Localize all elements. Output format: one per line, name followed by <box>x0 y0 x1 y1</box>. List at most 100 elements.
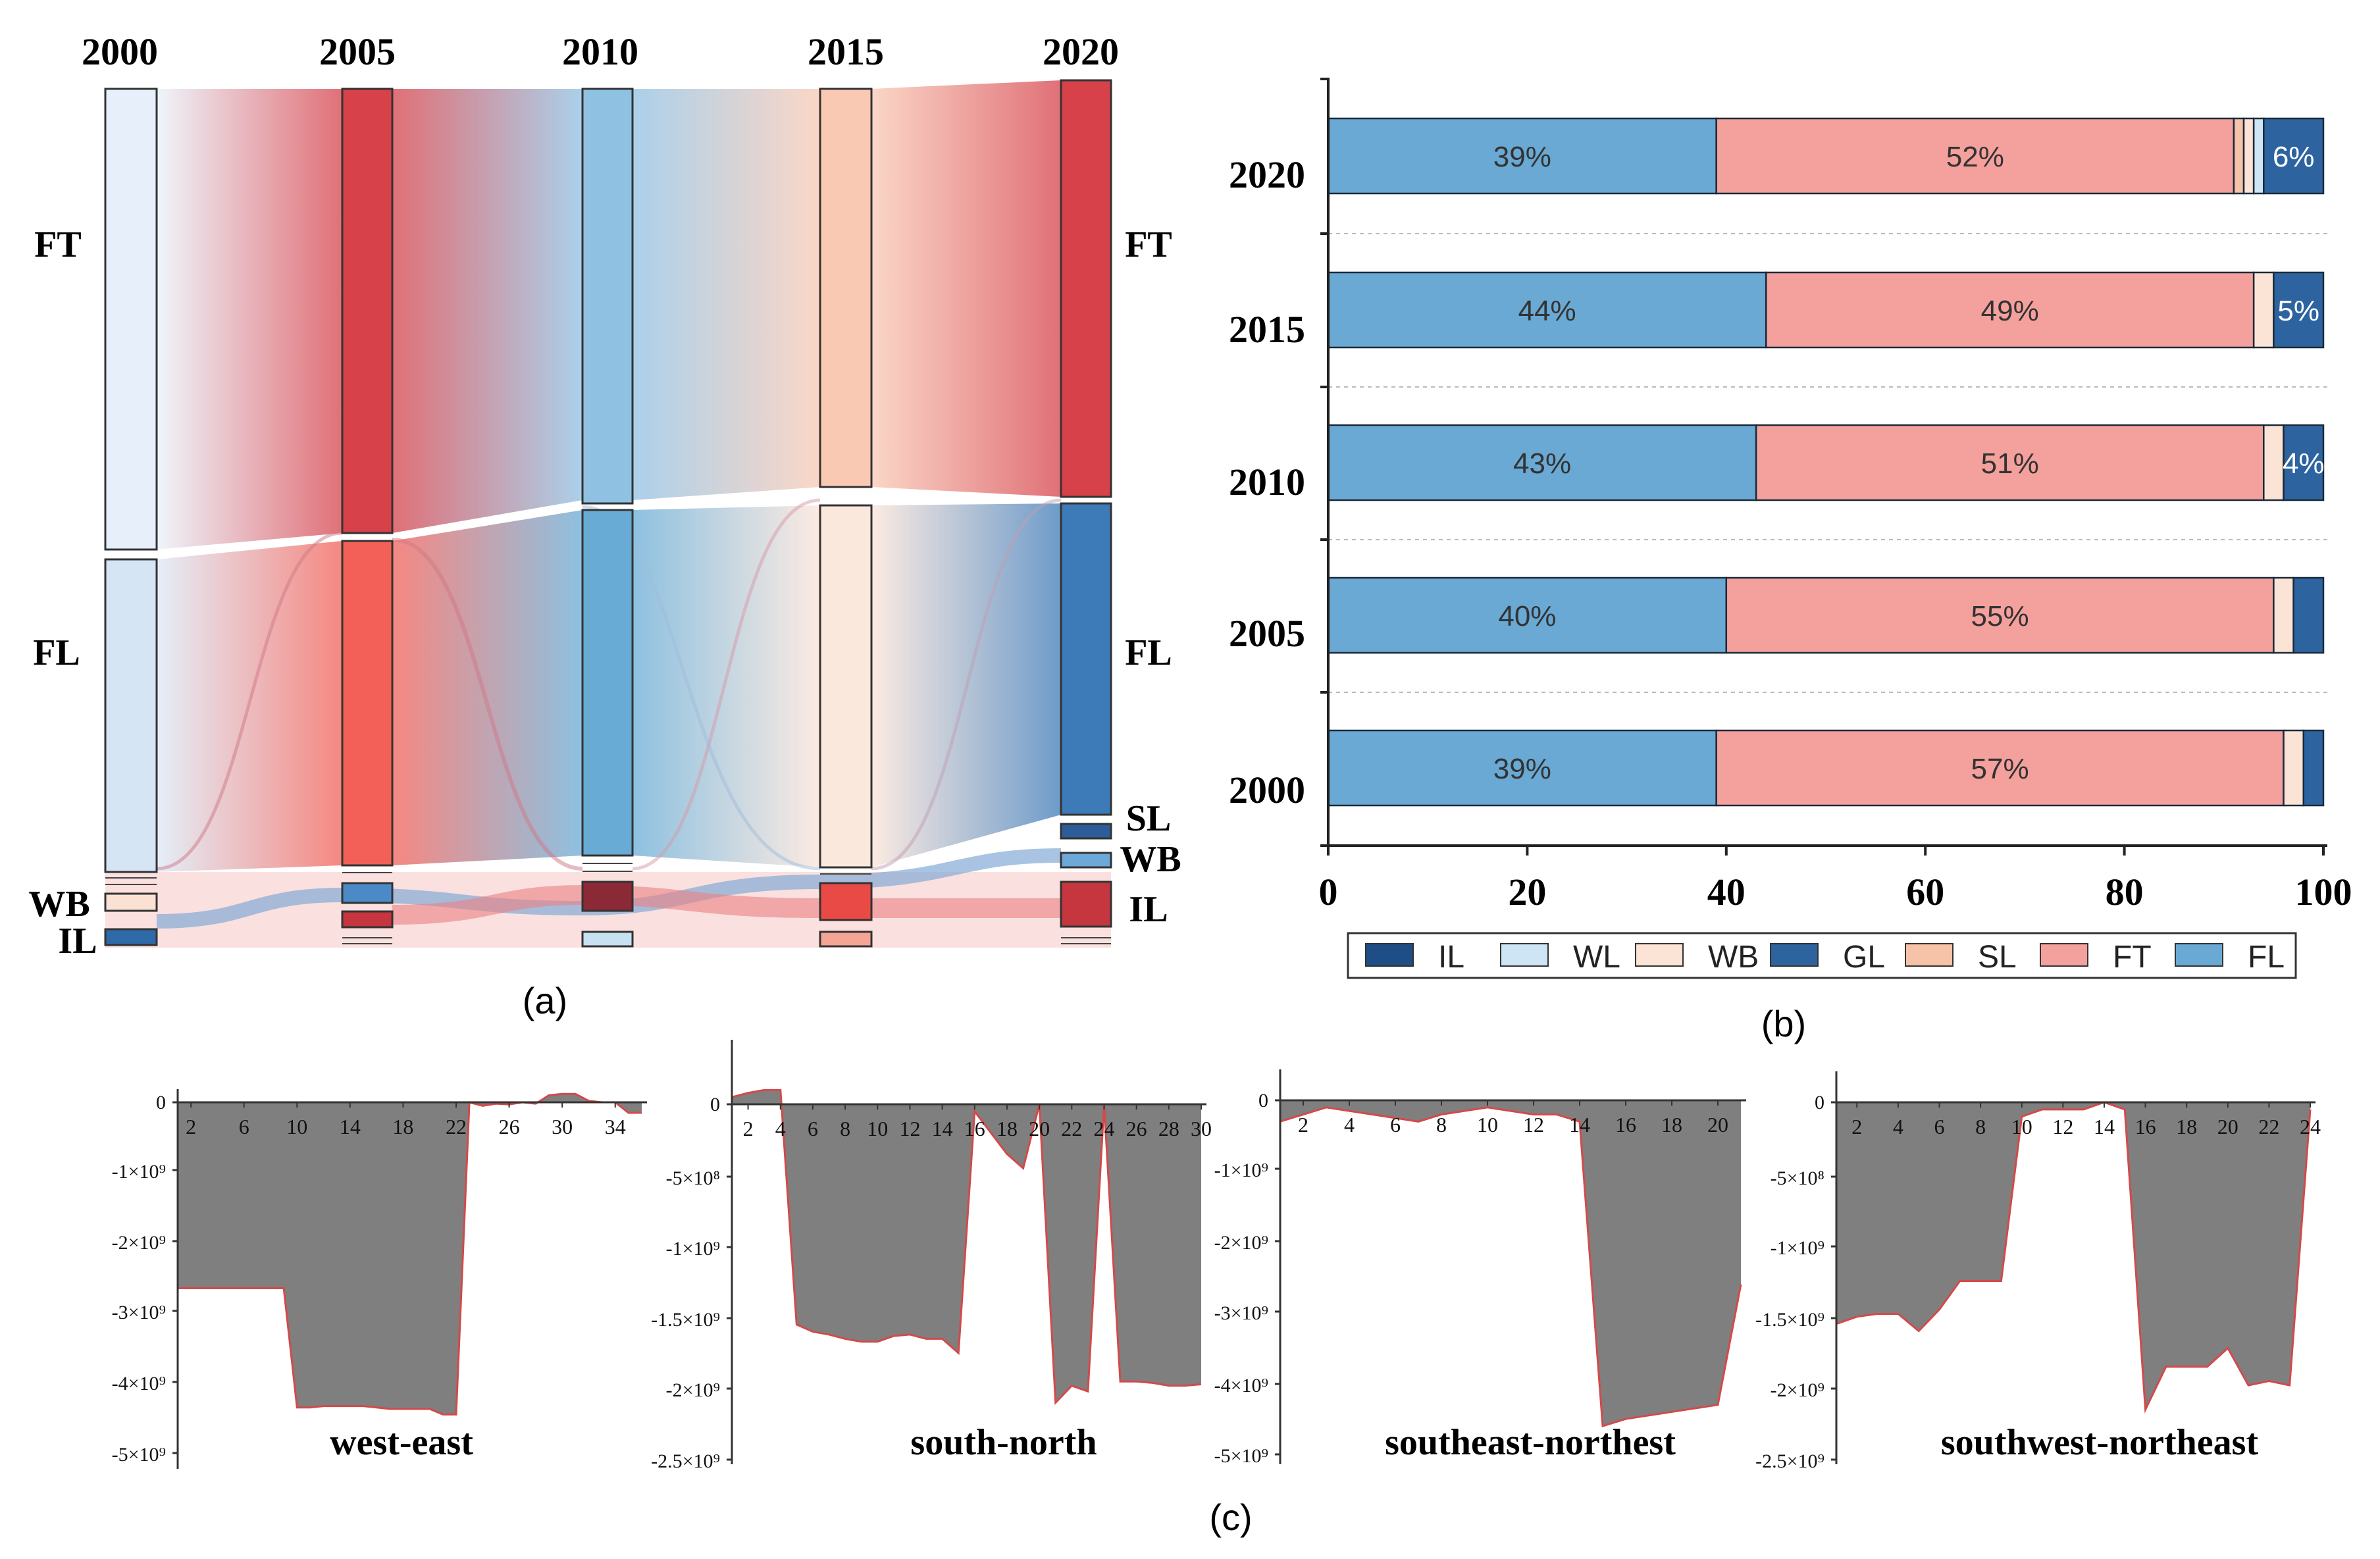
legend-swatch-il <box>1365 943 1414 967</box>
bar-category-labels: 2020 2015 2010 2005 2000 <box>1229 153 1305 811</box>
area-title-west-east: west-east <box>330 1422 473 1463</box>
area-x-tick-label: 22 <box>446 1115 467 1138</box>
area-x-tick-label: 4 <box>1344 1113 1355 1137</box>
bar-label-ft-2015: 49% <box>1981 295 2039 327</box>
bar-label-ft-2010: 51% <box>1981 447 2039 480</box>
bar-x-tick-label-20: 20 <box>1508 871 1546 913</box>
bar-x-tick-label-100: 100 <box>2295 871 2352 913</box>
area-x-tick-label: 34 <box>605 1115 626 1138</box>
flow-crossing-4 <box>871 498 1062 871</box>
area-x-tick-label: 10 <box>867 1117 888 1140</box>
caption-c: (c) <box>1209 1496 1252 1538</box>
sankey-left-labels: FT FL WB IL <box>28 224 97 961</box>
legend-box <box>1347 932 2297 979</box>
flow-fl-2010-2015 <box>633 505 820 867</box>
bar-category-2020: 2020 <box>1229 153 1305 196</box>
left-label-ft: FT <box>34 224 82 265</box>
legend-label-il: IL <box>1438 940 1464 975</box>
area-line-south-north <box>731 1088 1202 1406</box>
node-2015-il <box>819 882 873 921</box>
area-x-tick-label: 12 <box>1523 1113 1544 1137</box>
area-x-tick-label: 2 <box>743 1117 754 1140</box>
bar-legend: IL WL WB GL SL FT FL <box>1347 932 2297 979</box>
sankey-right-labels: FT FL SL WB IL <box>1120 224 1181 930</box>
bar-x-tick-label-0: 0 <box>1319 871 1338 913</box>
legend-swatch-sl <box>1905 943 1953 967</box>
area-y-tick-label: -4×10⁹ <box>1214 1375 1268 1396</box>
bar-label-ft-2005: 55% <box>1971 600 2029 632</box>
area-x-tick-label: 6 <box>1934 1115 1945 1138</box>
bar-label-fl-2005: 40% <box>1498 600 1556 632</box>
bar-x-tick-label-80: 80 <box>2106 871 2144 913</box>
bar-segment-labels: 39% 52% 6% 44% 49% 5% 43% 51% 4% 40% 55% 39% 57% <box>1493 141 2325 785</box>
area-x-tick-label: 20 <box>2217 1115 2238 1138</box>
area-x-tick-label: 18 <box>392 1115 413 1138</box>
flow-fl-2000-2005 <box>157 541 342 872</box>
area-x-tick-label: 30 <box>1191 1117 1212 1140</box>
legend-swatch-ft <box>2040 943 2088 967</box>
bar-segment-wb-2005 <box>2273 576 2294 654</box>
left-label-wb: WB <box>28 884 90 925</box>
bar-segment-sl-2020 <box>2233 117 2245 195</box>
area-fill-south-north <box>732 1090 1201 1403</box>
bar-segment-wb-2015 <box>2252 271 2275 349</box>
area-y-tick-label: -2.5×10⁹ <box>651 1450 720 1472</box>
area-x-tick-label: 4 <box>1893 1115 1903 1138</box>
node-2000-fl <box>104 558 158 873</box>
area-y-tick-label: 0 <box>1815 1092 1824 1113</box>
right-label-fl: FL <box>1125 632 1172 673</box>
bar-segment-ft-2005 <box>1725 576 2275 654</box>
bar-segment-wb-2010 <box>2263 424 2285 501</box>
node-2020-wb <box>1060 852 1112 869</box>
flow-ft-2015-2020 <box>871 80 1061 497</box>
legend-label-wl: WL <box>1573 940 1620 975</box>
area-fill-southeast-northest <box>1280 1100 1741 1426</box>
node-2010-fl <box>581 509 634 857</box>
area-y-tick-label: 0 <box>710 1094 720 1115</box>
node-2000-wb <box>104 892 158 912</box>
legend-label-sl: SL <box>1978 940 2017 975</box>
bar-segment-gl-2010 <box>2283 424 2325 501</box>
bar-x-tick-label-60: 60 <box>1906 871 1944 913</box>
area-x-tick-label: 4 <box>775 1117 786 1140</box>
node-2005-il <box>341 910 394 929</box>
area-x-tick-label: 24 <box>2300 1115 2321 1138</box>
node-2000-ft <box>104 88 158 551</box>
bar-segment-wb-2000 <box>2283 729 2305 807</box>
node-2005-ft <box>341 88 394 534</box>
area-x-tick-label: 28 <box>1158 1117 1179 1140</box>
bar-label-fl-2020: 39% <box>1493 141 1551 173</box>
flow-crossing-2 <box>156 531 343 871</box>
area-x-tick-label: 6 <box>239 1115 249 1138</box>
bar-label-gl-2020: 6% <box>2273 141 2315 173</box>
flow-fl-2015-2020 <box>871 503 1061 867</box>
area-x-tick-label: 22 <box>1061 1117 1082 1140</box>
area-x-tick-label: 20 <box>1029 1117 1050 1140</box>
area-line-west-east <box>178 1092 642 1416</box>
area-y-tick-label: -4×10⁹ <box>112 1373 166 1394</box>
bar-segment-fl-2000 <box>1327 729 1717 807</box>
panel-a-sankey: 2000 2005 2010 2015 2020 FT FL WB IL FT … <box>28 30 1181 1021</box>
node-2005-fl <box>341 540 394 867</box>
area-x-tick-label: 12 <box>899 1117 920 1140</box>
sankey-small-node-lines <box>105 863 1111 944</box>
node-2010-wb <box>581 931 634 948</box>
area-x-tick-label: 20 <box>1707 1113 1728 1137</box>
bar-label-gl-2010: 4% <box>2283 447 2325 480</box>
right-label-sl: SL <box>1126 798 1172 839</box>
bar-gridlines <box>1328 233 2327 693</box>
bar-segment-ft-2020 <box>1715 117 2235 195</box>
area-title-south-north: south-north <box>910 1422 1097 1463</box>
legend-label-fl: FL <box>2248 940 2285 975</box>
bar-segment-fl-2005 <box>1327 576 1728 654</box>
area-x-tick-label: 22 <box>2258 1115 2279 1138</box>
area-x-tick-label: 16 <box>1615 1113 1636 1137</box>
area-y-tick-label: -5×10⁸ <box>1771 1167 1824 1189</box>
area-x-tick-label: 8 <box>1975 1115 1986 1138</box>
area-y-tick-label: 0 <box>156 1092 166 1113</box>
caption-b: (b) <box>1761 1003 1806 1044</box>
